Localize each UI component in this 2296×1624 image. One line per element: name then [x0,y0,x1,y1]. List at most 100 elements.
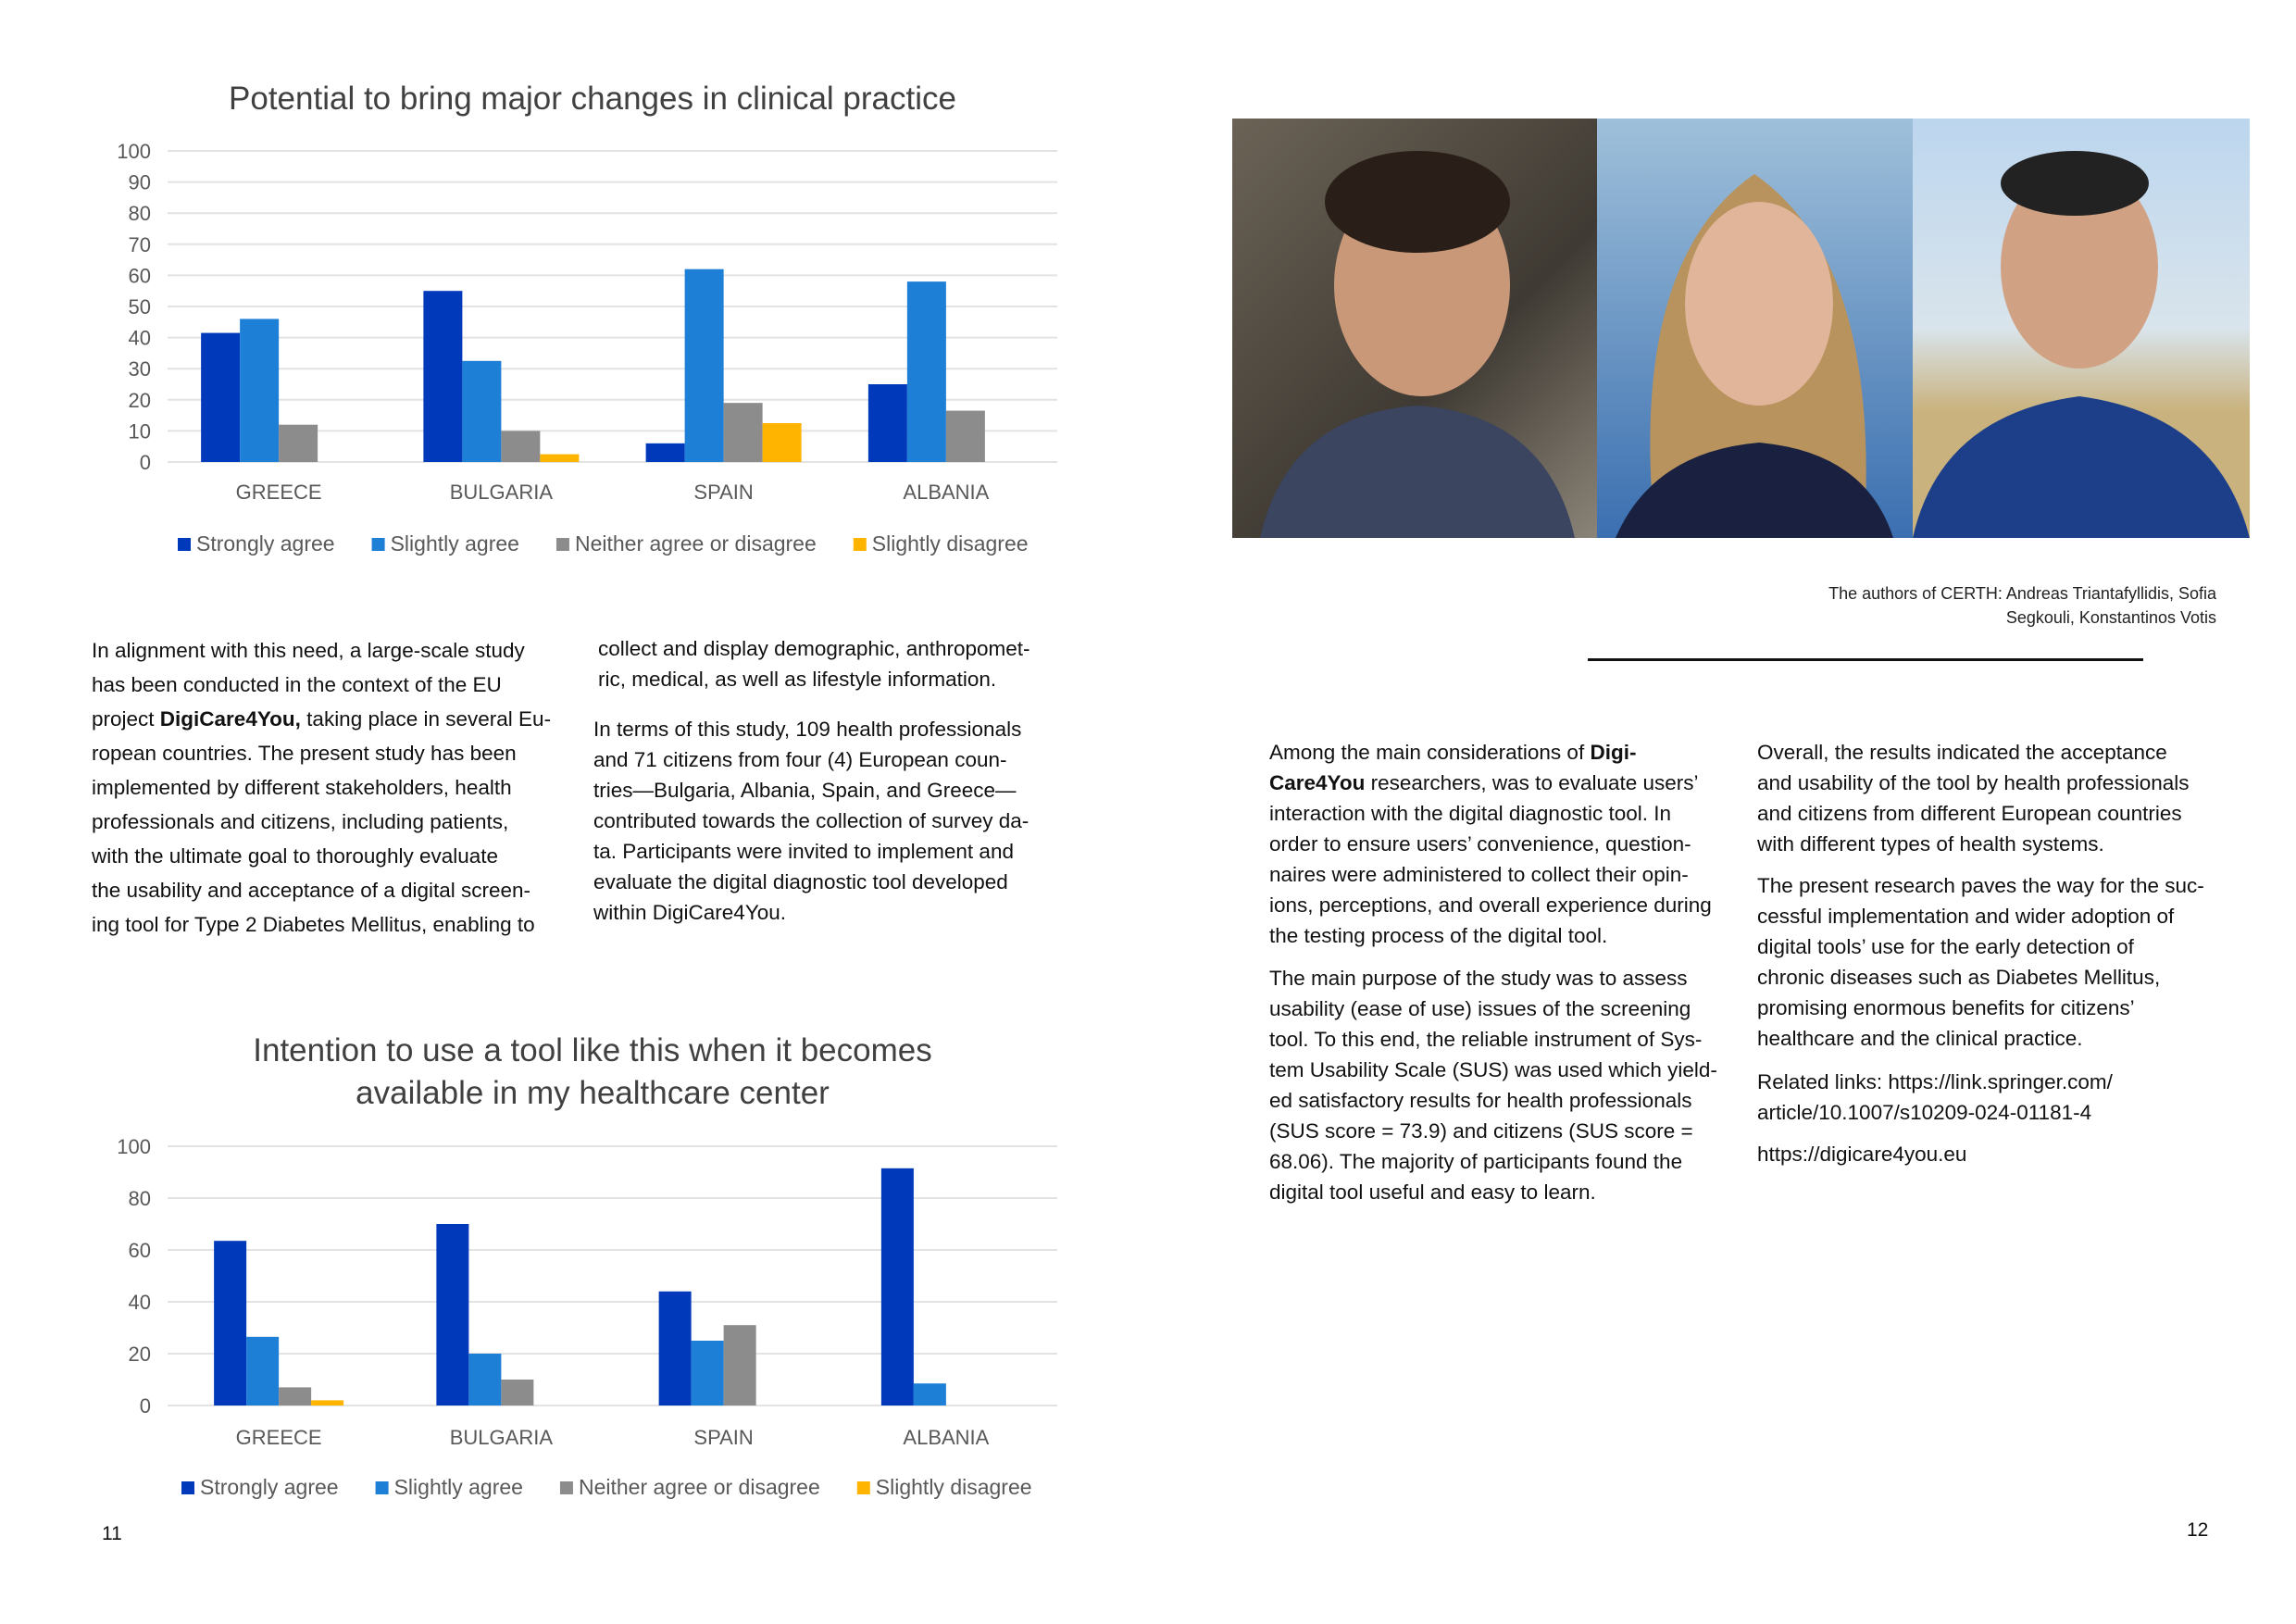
bar-spain-1 [684,269,724,462]
text-line: Overall, the results indicated the accep… [1757,741,2167,764]
author-photo-konstantinos [1913,119,2250,538]
y-tick-label: 80 [129,1187,151,1210]
x-category-label: ALBANIA [903,1426,989,1449]
text-line: healthcare and the clinical practice. [1757,1027,2083,1050]
y-tick-label: 60 [129,264,151,287]
text-line: order to ensure users’ convenience, ques… [1269,832,1691,856]
photo-caption: The authors of CERTH: Andreas Triantafyl… [1828,581,2216,630]
bar-bulgaria-1 [462,360,502,462]
y-tick-label: 30 [129,357,151,381]
x-category-label: BULGARIA [450,481,554,504]
bar-greece-2 [279,1387,312,1405]
text-line: tool. To this end, the reliable instrume… [1269,1028,1703,1051]
text-line: and usability of the tool by health prof… [1757,771,2190,794]
y-tick-label: 0 [140,451,151,474]
y-tick-label: 90 [129,171,151,194]
legend-swatch [178,538,191,551]
text-line: Related links: https://link.springer.com… [1757,1070,2113,1093]
bar-greece-1 [246,1336,280,1405]
text-line: usability (ease of use) issues of the sc… [1269,997,1691,1020]
portrait-icon [1260,151,1575,538]
legend-swatch [856,1481,870,1494]
bar-albania-0 [880,1168,914,1405]
bar-greece-2 [279,424,318,462]
bar-greece-1 [240,319,280,462]
text-line: In terms of this study, 109 health profe… [593,718,1022,741]
text-line: project DigiCare4You, taking place in se… [92,702,551,736]
left-col2-p1: collect and display demographic, anthrop… [598,633,1030,694]
text-line: tries—Bulgaria, Albania, Spain, and Gree… [593,779,1017,802]
bar-bulgaria-1 [468,1354,502,1405]
y-tick-label: 10 [129,419,151,443]
legend-swatch [853,538,867,551]
text-span: researchers, was to evaluate users’ [1365,771,1699,794]
divider-line [1588,658,2143,661]
text-span: Among the main considerations of [1269,741,1591,764]
legend-swatch [371,538,385,551]
text-line: and citizens from different European cou… [1757,802,2182,825]
right-col4-p2: The present research paves the way for t… [1757,870,2204,1054]
chart1-title: Potential to bring major changes in clin… [229,81,956,117]
bar-albania-1 [906,281,946,462]
text-line: naires were administered to collect thei… [1269,863,1689,886]
chart2-title-line2: available in my healthcare center [356,1075,830,1111]
text-line: (SUS score = 73.9) and citizens (SUS sco… [1269,1119,1693,1143]
text-line: chronic diseases such as Diabetes Mellit… [1757,966,2161,989]
related-links[interactable]: Related links: https://link.springer.com… [1757,1067,2113,1128]
text-line: Care4You researchers, was to evaluate us… [1269,768,1712,798]
legend-label: Slightly disagree [872,531,1029,556]
bar-bulgaria-2 [501,431,541,462]
text-line: the testing process of the digital tool. [1269,924,1608,947]
text-line: The present research paves the way for t… [1757,874,2204,897]
portrait-icon [1913,151,2250,538]
left-col1-p1: In alignment with this need, a large-sca… [92,633,551,942]
bar-albania-2 [945,410,985,462]
author-photo-andreas [1232,119,1597,538]
bar-greece-0 [201,332,241,462]
y-tick-label: 50 [129,295,151,319]
text-line: tem Usability Scale (SUS) was used which… [1269,1058,1717,1081]
text-line: implemented by different stakeholders, h… [92,776,512,799]
legend-label: Strongly agree [196,531,335,556]
bold-text: DigiCare4You, [159,707,301,731]
text-line: ta. Participants were invited to impleme… [593,840,1014,863]
text-line: ions, perceptions, and overall experienc… [1269,893,1712,917]
bar-spain-2 [723,403,763,462]
text-span: taking place in several Eu- [300,707,552,731]
bold-text: Care4You [1269,771,1366,794]
text-line: evaluate the digital diagnostic tool dev… [593,870,1008,893]
text-line: within DigiCare4You. [593,901,787,924]
text-line: professionals and citizens, including pa… [92,810,509,833]
right-col4-p1: Overall, the results indicated the accep… [1757,737,2190,859]
text-span: project [92,707,160,731]
text-line: ing tool for Type 2 Diabetes Mellitus, e… [92,913,535,936]
legend-label: Slightly agree [394,1475,523,1499]
bar-greece-0 [214,1241,247,1405]
y-tick-label: 100 [117,140,151,163]
text-line: ed satisfactory results for health profe… [1269,1089,1692,1112]
x-category-label: ALBANIA [903,481,989,504]
text-line: https://digicare4you.eu [1757,1143,1967,1166]
legend-swatch [555,538,569,551]
bar-spain-1 [691,1341,724,1405]
caption-line: Segkouli, Konstantinos Votis [2005,608,2216,627]
page-number-left: 11 [102,1523,122,1544]
legend-label: Slightly agree [391,531,519,556]
chart-intention-to-use: 0 20 40 60 80 100 GREECE BULGARIA SPAIN ALBANIA St… [117,1135,1057,1499]
website-link[interactable]: https://digicare4you.eu [1757,1139,1966,1169]
chart2-title: Intention to use a tool like this when i… [130,1030,1055,1115]
text-line: digital tools’ use for the early detecti… [1757,935,2134,958]
bar-bulgaria-0 [436,1224,469,1405]
text-line: promising enormous benefits for citizens… [1757,996,2135,1019]
bar-spain-3 [762,423,802,462]
legend-swatch [181,1481,194,1494]
bar-bulgaria-0 [423,291,463,462]
bar-spain-2 [723,1325,756,1405]
text-line: The main purpose of the study was to ass… [1269,967,1688,990]
y-tick-label: 20 [129,389,151,412]
y-tick-label: 0 [140,1394,151,1418]
legend-label: Strongly agree [200,1475,339,1499]
right-col3-p2: The main purpose of the study was to ass… [1269,963,1717,1207]
legend-swatch [559,1481,573,1494]
author-photo-sofia [1597,119,1913,538]
